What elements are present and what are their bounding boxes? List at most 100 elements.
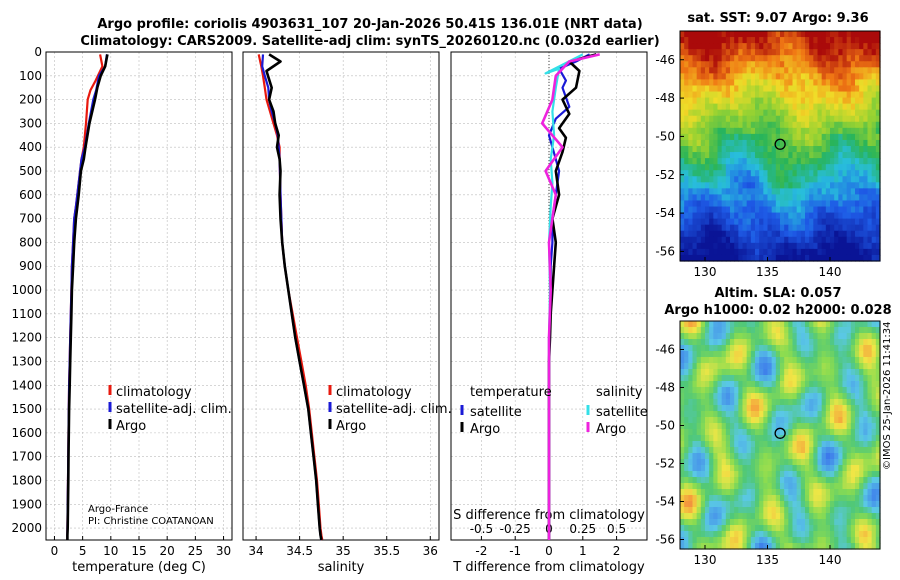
map-cell [684,218,689,226]
map-cell [750,109,756,117]
map-cell [742,158,748,165]
map-cell [700,43,706,50]
map-cell [771,477,777,484]
map-cell [709,218,714,226]
map-cell [700,543,706,550]
map-cell [796,345,802,352]
map-cell [830,333,835,340]
map-cell [734,236,739,244]
map-cell [688,67,694,74]
map-cell [713,381,719,388]
map-cell [717,339,723,346]
map-cell [767,146,773,153]
map-cell [692,513,698,520]
map-cell [692,429,698,436]
map-cell [738,519,744,526]
map-cell [680,158,685,165]
map-cell [780,79,785,87]
map-cell [755,513,760,520]
map-cell [788,188,794,196]
map-cell [734,405,739,412]
map-cell [725,369,731,376]
map-cell [850,139,856,147]
map-cell [784,345,789,352]
map-cell [809,176,814,183]
map-cell [796,405,802,412]
map-cell [842,254,848,262]
map-cell [850,133,856,141]
map-cell [688,537,694,544]
map-cell [684,411,689,418]
map-cell [859,411,864,418]
map-cell [825,248,831,256]
map-cell [771,429,777,436]
map-cell [855,176,860,183]
map-cell [875,224,881,232]
map-cell [725,55,731,62]
map-cell [805,339,810,346]
map-cell [717,381,723,388]
map-cell [775,37,781,44]
map-cell [838,121,844,129]
map-cell [821,73,827,81]
map-cell [717,97,723,105]
map-cell [696,79,702,87]
map-cell [859,158,864,165]
map-cell [684,495,689,502]
map-cell [684,61,689,68]
map-cell [717,357,723,364]
map-cell [842,465,848,472]
map-cell [809,477,814,484]
map-cell [763,31,769,38]
map-cell [700,363,706,370]
map-cell [842,363,848,370]
map-cell [800,387,806,394]
map-cell [763,79,769,87]
map-cell [717,489,723,496]
map-cell [834,489,839,496]
map-cell [680,345,685,352]
map-cell [821,200,827,208]
map-cell [755,158,760,165]
map-cell [796,393,802,400]
legend-label: climatology [336,385,412,400]
map-cell [709,79,714,87]
map-cell [821,49,827,56]
map-cell [825,543,831,550]
map-cell [834,345,839,352]
map-cell [813,133,819,141]
map-cell [846,369,852,376]
map-cell [834,115,839,123]
x-tick-label: 15 [131,544,146,558]
map-cell [755,405,760,412]
map-cell [759,188,764,196]
map-cell [759,501,764,508]
map-cell [684,85,689,93]
map-cell [838,43,844,50]
map-cell [842,381,848,388]
map-cell [780,453,785,460]
map-cell [875,387,881,394]
map-cell [863,381,869,388]
legend-label: Argo [470,422,500,437]
map-cell [771,405,777,412]
map-cell [775,537,781,544]
map-cell [800,471,806,478]
map-cell [809,55,814,62]
map-cell [767,133,773,141]
map-cell [696,31,702,38]
map-cell [867,345,873,352]
map-cell [696,194,702,202]
map-cell [709,429,714,436]
map-cell [838,146,844,153]
map-cell [788,357,794,364]
map-cell [871,200,877,208]
map-cell [850,109,856,117]
map-cell [796,321,802,328]
map-cell [763,405,769,412]
map-cell [684,483,689,490]
map-cell [809,206,814,214]
map-cell [780,67,785,74]
map-cell [750,139,756,147]
map-cell [805,345,810,352]
